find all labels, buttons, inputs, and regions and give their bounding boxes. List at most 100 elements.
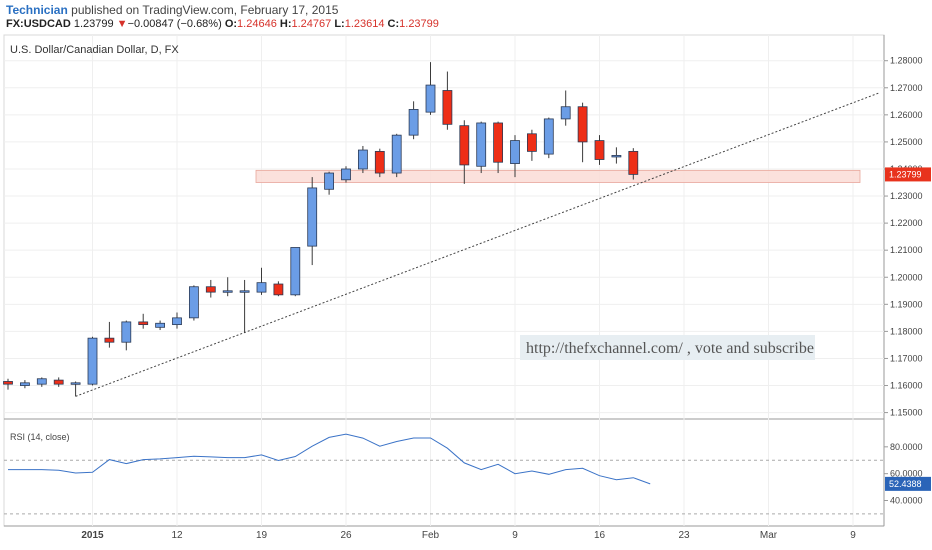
date-label: 2015: [81, 530, 104, 541]
date-label: Feb: [422, 530, 440, 541]
candle-body: [611, 155, 622, 158]
candle: [577, 102, 588, 163]
rsi-value-tag-label: 52.4388: [889, 479, 922, 489]
candle: [104, 321, 115, 348]
watermark-text: http://thefxchannel.com/ , vote and subs…: [526, 340, 814, 357]
high-label: H:: [279, 18, 292, 30]
author-link[interactable]: Technician: [6, 3, 68, 17]
candle-body: [87, 337, 98, 385]
candle-body: [374, 150, 385, 174]
chart-title: U.S. Dollar/Canadian Dollar, D, FX: [10, 44, 179, 56]
price-tick-label: 1.28000: [890, 56, 923, 66]
candle-body: [36, 378, 47, 385]
candle: [53, 377, 64, 387]
candle: [594, 135, 605, 165]
candle: [188, 285, 199, 321]
price-tick-label: 1.25000: [890, 137, 923, 147]
candle: [19, 380, 30, 389]
date-label: 26: [340, 530, 352, 541]
candle-body: [222, 290, 233, 293]
candle: [408, 101, 419, 140]
candle: [510, 135, 520, 178]
trendline-layer: [75, 92, 879, 397]
date-label: 19: [256, 530, 268, 541]
candle-body: [493, 122, 504, 163]
candle-body: [256, 282, 267, 293]
rsi-panel: [4, 433, 884, 515]
candle: [138, 313, 149, 329]
candle-body: [138, 321, 149, 326]
price-tick-label: 1.19000: [890, 299, 923, 309]
candle-body: [543, 118, 554, 155]
candle-body: [53, 379, 64, 385]
candle-body: [290, 247, 301, 296]
candle: [172, 312, 182, 329]
candle: [527, 129, 537, 161]
candle: [256, 267, 267, 295]
rsi-line: [8, 433, 651, 485]
candle: [543, 117, 554, 159]
candle-body: [341, 168, 351, 181]
candle: [459, 120, 470, 184]
candle-body: [70, 382, 81, 385]
candle: [425, 62, 436, 115]
candle-body: [628, 150, 639, 175]
candle-body: [577, 106, 588, 143]
candle-body: [594, 140, 605, 160]
candle-body: [3, 381, 13, 385]
candle: [155, 320, 166, 331]
open-value: 1.24646: [237, 18, 277, 30]
candle-body: [560, 106, 571, 120]
candle-body: [19, 382, 30, 386]
candle: [222, 277, 233, 297]
last-price: 1.23799: [73, 18, 114, 30]
quote-line: FX:USDCAD 1.23799 ▼−0.00847 (−0.68%) O:1…: [6, 18, 439, 30]
rsi-tick-label: 80.0000: [890, 442, 923, 452]
candle-body: [357, 149, 368, 170]
publish-line: Technician published on TradingView.com,…: [6, 3, 338, 17]
candle: [628, 148, 639, 180]
candle: [3, 378, 13, 390]
candle-body: [476, 122, 487, 167]
candle-body: [408, 109, 419, 136]
candle: [70, 381, 81, 397]
candle-body: [459, 125, 470, 166]
low-label: L:: [334, 18, 345, 30]
price-chart[interactable]: 1.280001.270001.260001.250001.240001.230…: [0, 32, 932, 550]
candle: [87, 336, 98, 386]
candle-body: [527, 133, 537, 152]
candle-body: [155, 322, 166, 328]
candle-body: [104, 337, 115, 343]
price-tick-label: 1.15000: [890, 408, 923, 418]
candle: [273, 281, 284, 297]
candle: [391, 133, 402, 178]
candle: [357, 145, 368, 174]
date-label: Mar: [760, 530, 778, 541]
candle: [205, 279, 216, 298]
candle-body: [172, 317, 182, 326]
candle: [36, 377, 47, 387]
candle: [374, 148, 385, 178]
down-arrow-icon: ▼: [116, 18, 128, 30]
candle-body: [188, 286, 199, 319]
candle-body: [324, 172, 335, 190]
rsi-title: RSI (14, close): [10, 432, 70, 442]
last-price-tag-label: 1.23799: [889, 169, 922, 179]
candle: [290, 247, 301, 297]
candle: [560, 90, 571, 126]
support-zone-layer: [255, 169, 861, 183]
publish-header: Technician published on TradingView.com,…: [0, 0, 932, 32]
candle-body: [205, 286, 216, 293]
candle-body: [239, 290, 250, 293]
candle-body: [510, 140, 520, 164]
candle: [239, 279, 250, 333]
rsi-tick-label: 60.0000: [890, 469, 923, 479]
support-zone: [255, 169, 861, 183]
candle: [324, 171, 335, 195]
rsi-tick-label: 40.0000: [890, 496, 923, 506]
symbol-label: FX:USDCAD: [6, 18, 71, 30]
candle-body: [425, 84, 436, 113]
price-tick-label: 1.23000: [890, 191, 923, 201]
price-tick-label: 1.21000: [890, 245, 923, 255]
date-label: 12: [171, 530, 183, 541]
